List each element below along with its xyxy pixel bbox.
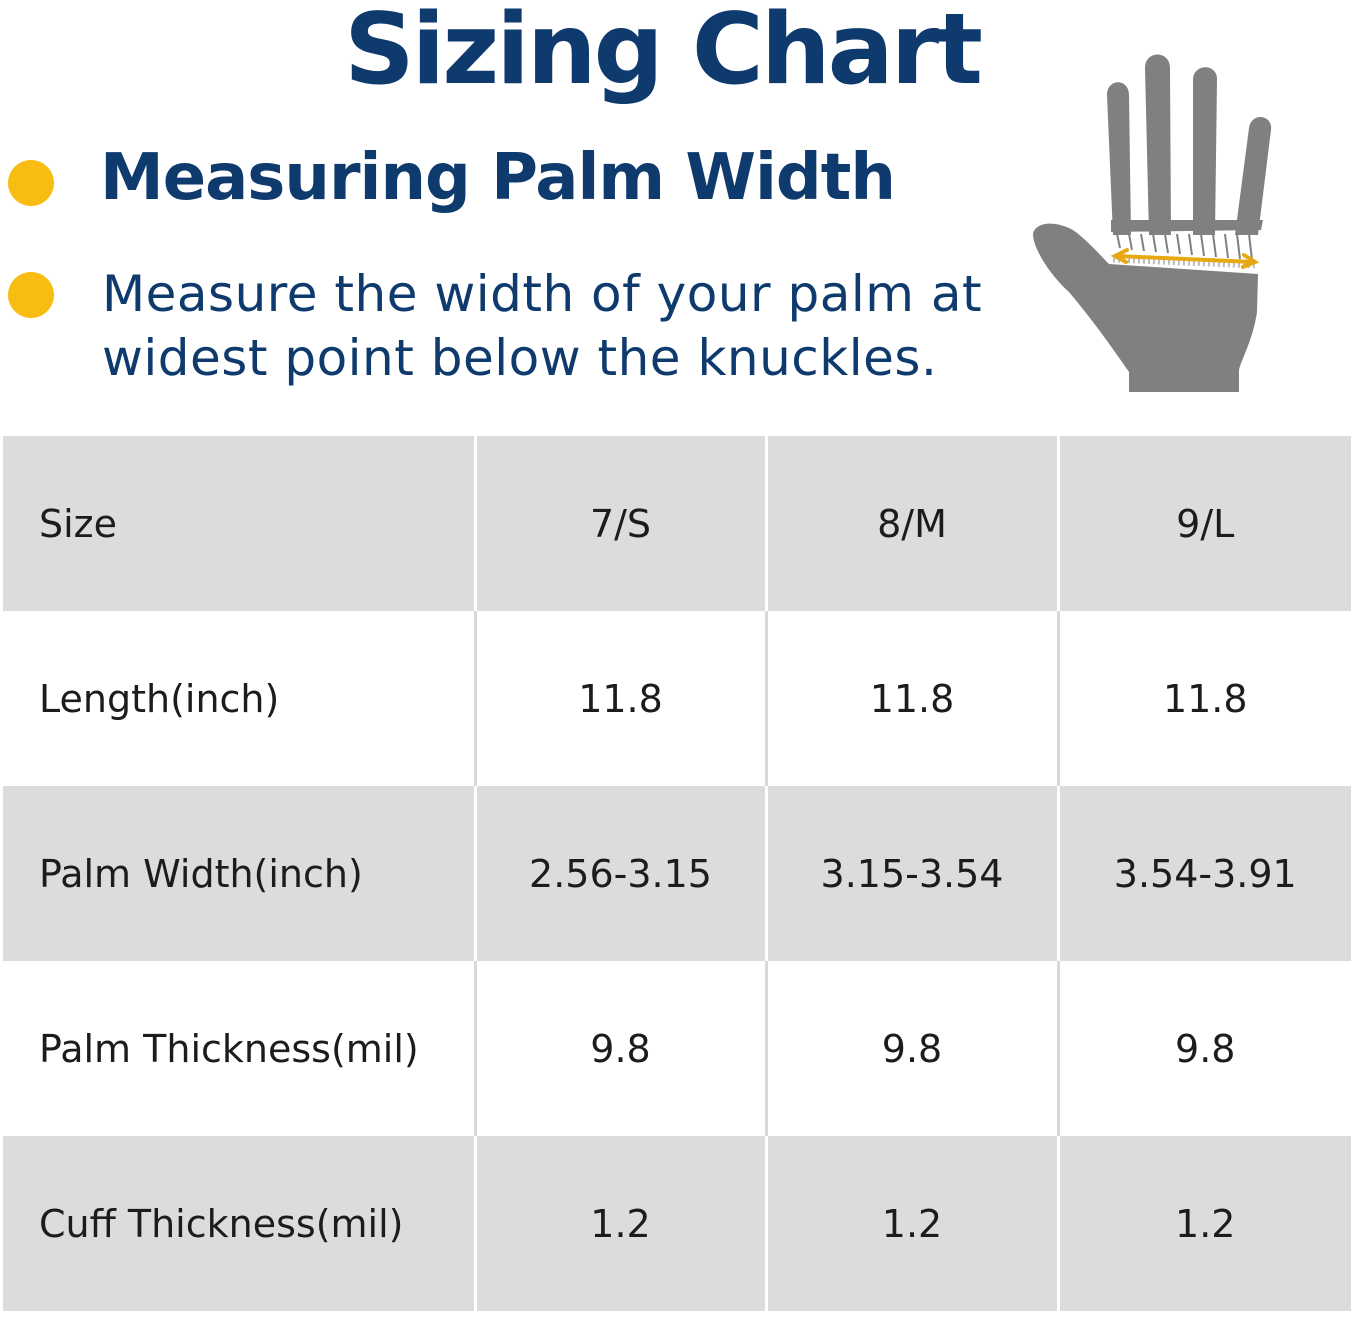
page-title: Sizing Chart bbox=[344, 0, 983, 107]
table-cell: 9.8 bbox=[473, 961, 766, 1136]
row-label: Length(inch) bbox=[3, 611, 475, 786]
table-cell: 11.8 bbox=[764, 611, 1058, 786]
table-cell: 11.8 bbox=[473, 611, 766, 786]
table-row-cuff-thickness: Cuff Thickness(mil) 1.2 1.2 1.2 bbox=[3, 1136, 1351, 1311]
row-label: Palm Width(inch) bbox=[3, 786, 475, 961]
sizing-table: Size 7/S 8/M 9/L Length(inch) 11.8 11.8 … bbox=[3, 436, 1351, 1311]
table-cell: 3.54-3.91 bbox=[1056, 786, 1351, 961]
size-8m-header: 8/M bbox=[764, 436, 1058, 611]
table-row-palm-thickness: Palm Thickness(mil) 9.8 9.8 9.8 bbox=[3, 961, 1351, 1136]
table-cell: 3.15-3.54 bbox=[764, 786, 1058, 961]
row-label: Cuff Thickness(mil) bbox=[3, 1136, 475, 1311]
table-cell: 11.8 bbox=[1056, 611, 1351, 786]
size-7s-header: 7/S bbox=[473, 436, 766, 611]
measure-instruction: Measure the width of your palm at widest… bbox=[102, 265, 983, 387]
table-cell: 1.2 bbox=[473, 1136, 766, 1311]
table-cell: 1.2 bbox=[1056, 1136, 1351, 1311]
row-label: Size bbox=[3, 436, 475, 611]
heading-bullet-dot bbox=[8, 160, 54, 206]
table-cell: 2.56-3.15 bbox=[473, 786, 766, 961]
table-cell: 9.8 bbox=[764, 961, 1058, 1136]
table-header-row: Size 7/S 8/M 9/L bbox=[3, 436, 1351, 611]
size-9l-header: 9/L bbox=[1056, 436, 1351, 611]
table-cell: 1.2 bbox=[764, 1136, 1058, 1311]
instruction-bullet-dot bbox=[8, 272, 54, 318]
table-row-palm-width: Palm Width(inch) 2.56-3.15 3.15-3.54 3.5… bbox=[3, 786, 1351, 961]
section-heading: Measuring Palm Width bbox=[100, 141, 896, 215]
table-row-length: Length(inch) 11.8 11.8 11.8 bbox=[3, 611, 1351, 786]
table-cell: 9.8 bbox=[1056, 961, 1351, 1136]
hand-palm-width-icon bbox=[1033, 54, 1272, 392]
row-label: Palm Thickness(mil) bbox=[3, 961, 475, 1136]
